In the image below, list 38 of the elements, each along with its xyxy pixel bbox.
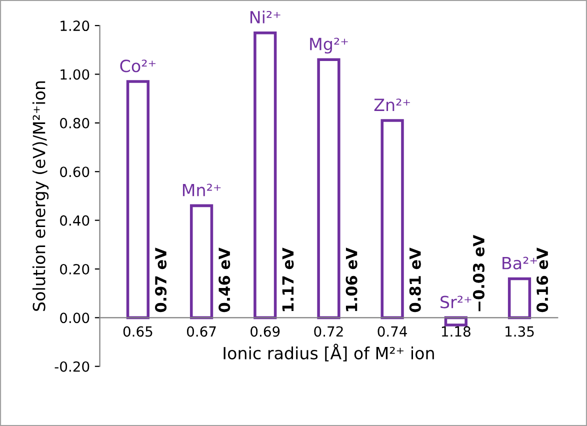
bar — [190, 204, 214, 320]
y-tick-label: 0.20 — [60, 264, 90, 274]
y-tick-label: 0.00 — [60, 312, 90, 324]
data-label: 1.06 eV — [346, 248, 358, 312]
bar — [126, 80, 150, 320]
annotation: Ni²⁺ — [250, 10, 280, 24]
bar — [380, 119, 404, 320]
bar — [508, 277, 532, 320]
y-tick-label: 1.00 — [60, 69, 90, 80]
x-axis-title: Ionic radius [Å] of M²⁺ ion — [224, 344, 434, 362]
annotation: Ba²⁺ — [502, 256, 537, 270]
y-tick-label: 0.40 — [60, 215, 90, 226]
annotation: Mn²⁺ — [182, 184, 221, 196]
annotation: Sr²⁺ — [440, 296, 472, 308]
data-label: 0.97 eV — [154, 248, 167, 312]
x-tick-label: 1.35 — [506, 326, 534, 337]
data-label: 1.17 eV — [282, 248, 294, 312]
y-tick-label: 1.20 — [60, 20, 90, 32]
bar — [444, 316, 468, 326]
data-label: 0.46 eV — [218, 248, 230, 312]
y-tick-label: 0.60 — [60, 166, 90, 178]
y-axis-title: Solution energy (eV)/M²⁺ion — [32, 81, 49, 311]
annotation: Co²⁺ — [120, 60, 156, 72]
data-label: −0.03 eV — [472, 234, 484, 312]
annotation: Zn²⁺ — [374, 98, 410, 111]
x-tick-label: 0.69 — [250, 326, 280, 337]
y-tick-label: -0.20 — [54, 361, 90, 372]
x-tick-label: 0.74 — [378, 326, 407, 337]
x-tick-label: 0.67 — [186, 326, 216, 337]
bar — [254, 31, 277, 320]
data-label: 0.16 eV — [536, 248, 548, 312]
bar — [317, 58, 340, 320]
x-tick-label: 1.18 — [442, 326, 470, 337]
data-label: 0.81 eV — [409, 248, 421, 312]
x-tick-label: 0.65 — [123, 326, 152, 337]
x-tick-label: 0.72 — [314, 326, 343, 337]
y-tick-label: 0.80 — [60, 118, 90, 128]
annotation: Mg²⁺ — [310, 38, 348, 54]
